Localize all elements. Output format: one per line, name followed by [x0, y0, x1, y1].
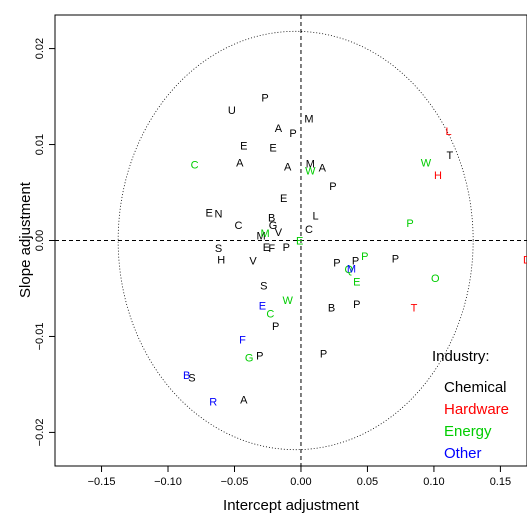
point-hardware: D: [523, 255, 527, 267]
legend-entry-hardware: Hardware: [444, 401, 509, 418]
point-chemical: P: [283, 242, 290, 254]
legend-entry-chemical: Chemical: [444, 379, 507, 396]
point-energy: C: [266, 308, 274, 320]
confidence-ellipse-layer: [117, 30, 474, 451]
point-other: E: [259, 301, 266, 313]
point-chemical: E: [240, 140, 247, 152]
x-tick-label: 0.00: [290, 476, 311, 488]
x-axis-title: Intercept adjustment: [223, 497, 360, 514]
legend-title: Industry:: [432, 348, 490, 365]
legend-entry-other: Other: [444, 445, 482, 462]
point-chemical: G: [269, 220, 278, 232]
point-chemical: T: [447, 150, 454, 162]
point-chemical: A: [240, 395, 248, 407]
point-chemical: P: [352, 256, 359, 268]
point-energy: W: [282, 295, 293, 307]
point-chemical: P: [256, 351, 263, 363]
legend: Industry: Chemical Hardware Energy Other: [432, 348, 509, 462]
point-chemical: B: [328, 303, 335, 315]
x-tick-label: −0.15: [88, 476, 116, 488]
point-chemical: E: [269, 142, 276, 154]
y-tick-label: 0.00: [34, 230, 46, 251]
point-hardware: T: [411, 303, 418, 315]
point-chemical: B: [268, 212, 275, 224]
x-tick-label: −0.05: [221, 476, 249, 488]
point-chemical: C: [305, 224, 313, 236]
point-chemical: C: [235, 220, 243, 232]
x-tick-label: 0.10: [423, 476, 444, 488]
reference-lines: [55, 15, 527, 466]
x-axis: −0.15 −0.10 −0.05 0.00 0.05 0.10 0.15: [88, 466, 511, 488]
point-other: B: [183, 370, 190, 382]
point-chemical: M: [306, 159, 315, 171]
point-chemical: S: [260, 281, 267, 293]
point-chemical: P: [353, 299, 360, 311]
point-energy: G: [245, 353, 254, 365]
point-chemical: V: [275, 227, 283, 239]
point-energy: E: [353, 277, 360, 289]
point-chemical: V: [249, 256, 257, 268]
point-chemical: S: [188, 373, 195, 385]
point-chemical: M: [304, 114, 313, 126]
legend-entry-energy: Energy: [444, 423, 492, 440]
point-chemical: N: [215, 209, 223, 221]
point-other: M: [347, 263, 356, 275]
point-chemical: S: [215, 243, 222, 255]
point-chemical: A: [284, 162, 292, 174]
point-energy: Q: [345, 264, 354, 276]
point-other: F: [239, 334, 246, 346]
point-energy: W: [305, 165, 316, 177]
point-chemical: P: [333, 258, 340, 270]
point-chemical: E: [280, 193, 287, 205]
point-chemical: P: [272, 321, 279, 333]
point-chemical: A: [275, 123, 283, 135]
y-tick-label: −0.02: [34, 418, 46, 446]
point-other: R: [209, 397, 217, 409]
y-axis: −0.02 −0.01 0.00 0.01 0.02: [34, 38, 55, 446]
point-energy: W: [421, 158, 432, 170]
point-chemical: L: [313, 211, 319, 223]
point-chemical: E: [206, 208, 213, 220]
point-chemical: U: [228, 105, 236, 117]
point-chemical: P: [261, 92, 268, 104]
x-tick-label: 0.15: [490, 476, 511, 488]
point-chemical: E: [263, 242, 270, 254]
point-chemical: M: [256, 231, 265, 243]
y-axis-title: Slope adjustment: [17, 181, 34, 298]
point-energy: P: [361, 251, 368, 263]
x-tick-label: −0.10: [154, 476, 182, 488]
point-energy: M: [260, 228, 269, 240]
point-hardware: H: [434, 170, 442, 182]
point-chemical: P: [320, 349, 327, 361]
point-chemical: F: [268, 243, 275, 255]
point-chemical: A: [236, 158, 244, 170]
point-energy: C: [191, 160, 199, 172]
y-tick-label: 0.01: [34, 134, 46, 155]
point-chemical: H: [217, 255, 225, 267]
point-chemical: P: [289, 128, 296, 140]
point-chemical: A: [319, 163, 327, 175]
point-energy: E: [296, 235, 303, 247]
point-energy: P: [406, 218, 413, 230]
point-energy: O: [431, 273, 440, 285]
point-chemical: P: [392, 254, 399, 266]
confidence-ellipse: [117, 30, 474, 451]
y-tick-label: 0.02: [34, 38, 46, 59]
point-hardware: L: [445, 126, 451, 138]
point-chemical: P: [329, 181, 336, 193]
x-tick-label: 0.05: [357, 476, 378, 488]
y-tick-label: −0.01: [34, 323, 46, 351]
